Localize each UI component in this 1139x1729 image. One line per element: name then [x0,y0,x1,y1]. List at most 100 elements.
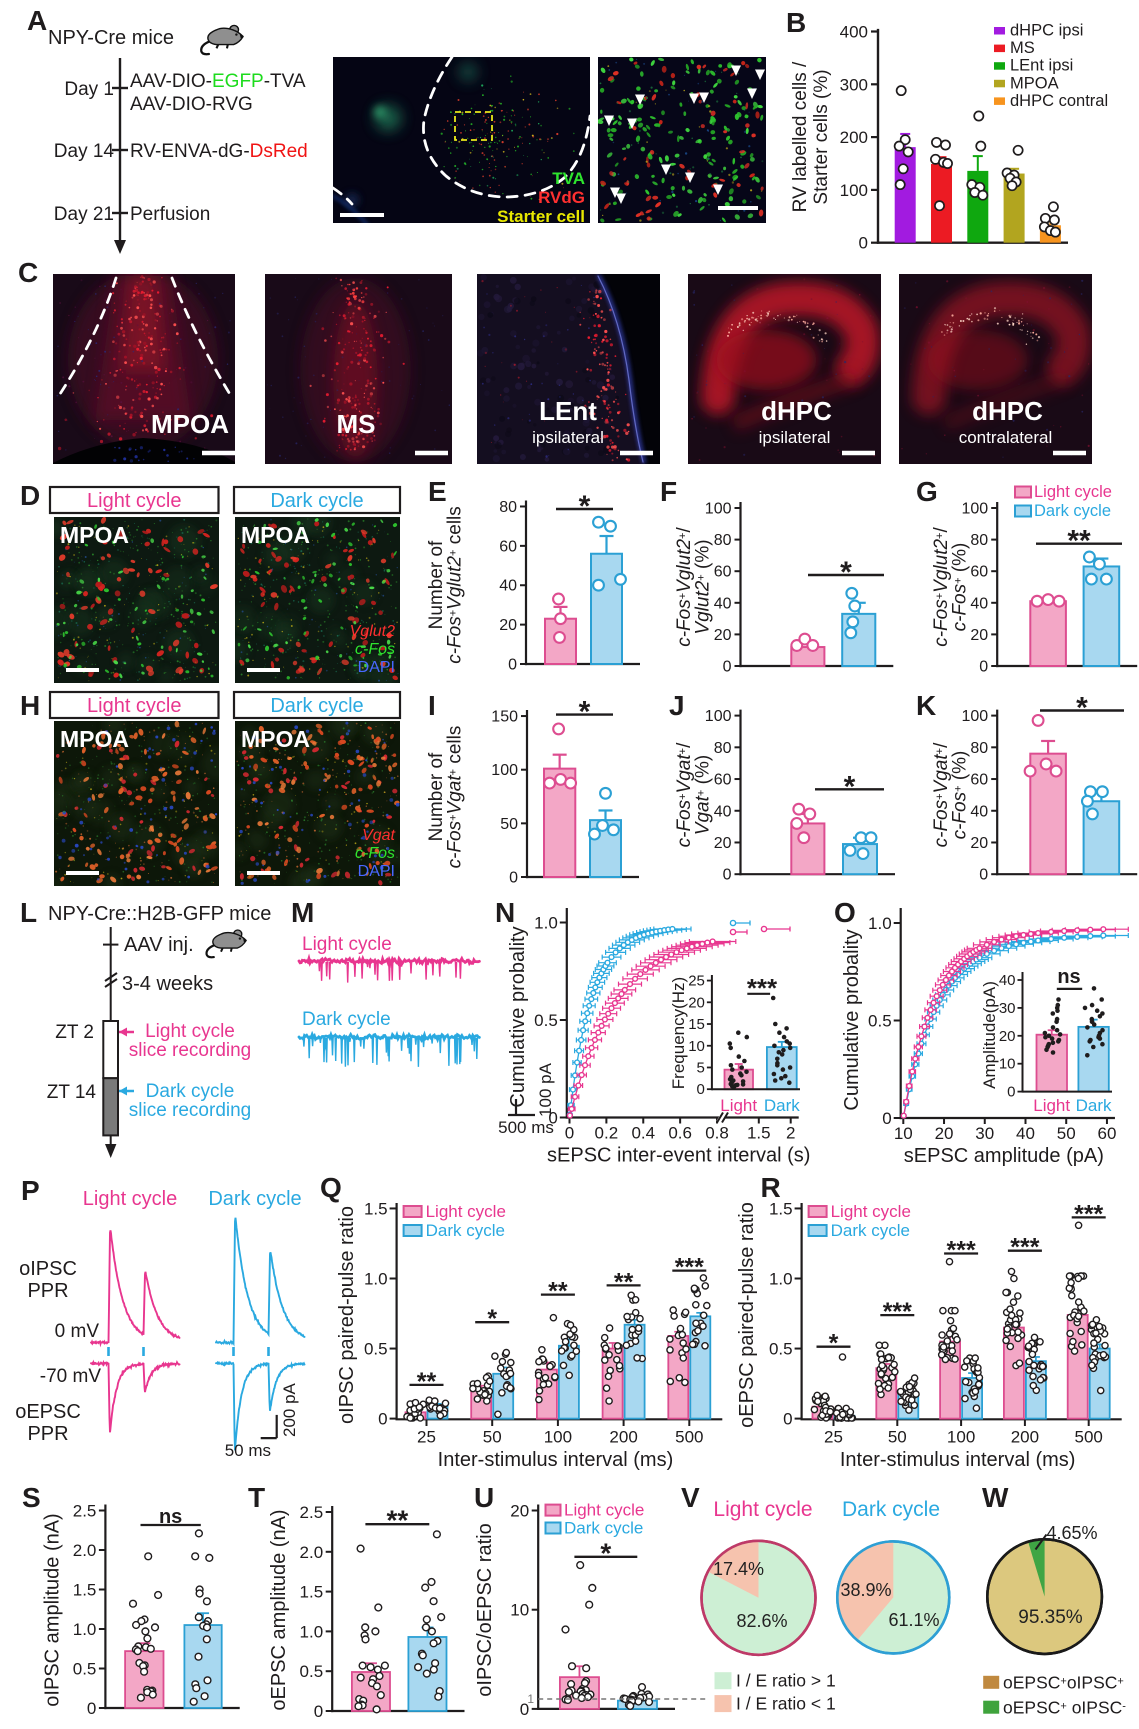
svg-text:100: 100 [961,708,988,725]
svg-text:Day 21: Day 21 [54,204,114,225]
svg-text:100: 100 [961,501,988,518]
svg-text:C: C [18,257,38,288]
svg-text:100: 100 [491,762,518,779]
svg-text:c-Fos+ (%): c-Fos+ (%) [950,751,971,840]
svg-text:sEPSC amplitude (pA): sEPSC amplitude (pA) [904,1145,1104,1167]
svg-text:80: 80 [970,740,988,757]
svg-text:c-Fos: c-Fos [355,641,395,658]
svg-text:80: 80 [970,532,988,549]
svg-text:Light cycle: Light cycle [87,695,182,717]
svg-text:10: 10 [894,1124,913,1143]
svg-text:Dark cycle: Dark cycle [146,1081,235,1102]
svg-text:0: 0 [979,867,988,884]
svg-text:c-Fos+Vglut2+ cells: c-Fos+Vglut2+ cells [445,506,466,664]
svg-text:Dark cycle: Dark cycle [270,490,363,512]
svg-text:Light: Light [1033,1096,1070,1115]
svg-text:Day 1: Day 1 [64,79,114,100]
svg-text:0.5: 0.5 [534,1011,558,1030]
svg-text:0.5: 0.5 [769,1340,793,1359]
svg-text:*: * [844,770,856,803]
svg-text:DAPI: DAPI [358,863,395,880]
svg-text:LEnt ipsi: LEnt ipsi [1010,57,1073,75]
svg-text:contralateral: contralateral [959,428,1053,447]
svg-text:Inter-stimulus interval (ms): Inter-stimulus interval (ms) [438,1449,674,1471]
svg-text:10: 10 [999,1056,1016,1073]
svg-text:Starter cells (%): Starter cells (%) [811,69,832,204]
svg-text:0: 0 [979,659,988,676]
svg-text:c-Fos+Vglut2+/: c-Fos+Vglut2+/ [674,527,695,647]
svg-text:Light cycle: Light cycle [145,1021,235,1042]
svg-text:Vglut2: Vglut2 [350,623,395,640]
svg-text:dHPC contral: dHPC contral [1010,92,1108,110]
svg-text:RV labelled cells /: RV labelled cells / [790,61,811,212]
svg-text:Dark cycle: Dark cycle [426,1221,505,1240]
svg-text:200 pA: 200 pA [280,1382,299,1437]
svg-text:**: ** [417,1368,437,1396]
svg-text:60: 60 [970,772,988,789]
svg-text:*: * [840,556,852,589]
svg-text:0: 0 [378,1410,387,1429]
svg-text:F: F [660,476,677,507]
svg-text:0: 0 [697,1081,705,1098]
svg-text:dHPC ipsi: dHPC ipsi [1010,22,1083,40]
svg-text:c-Fos+Vglut2+/: c-Fos+Vglut2+/ [931,527,952,647]
svg-text:O: O [834,897,856,928]
svg-text:200: 200 [840,128,868,147]
svg-text:25: 25 [824,1428,843,1447]
svg-text:*: * [579,696,591,729]
svg-text:***: *** [675,1254,704,1282]
svg-text:RV-ENVA-dG-DsRed: RV-ENVA-dG-DsRed [130,141,308,162]
svg-text:1.5: 1.5 [364,1199,388,1218]
svg-text:Q: Q [320,1172,342,1203]
svg-text:slice recording: slice recording [129,1100,252,1121]
svg-text:40: 40 [1016,1124,1035,1143]
svg-text:MS: MS [1010,39,1035,57]
svg-text:60: 60 [499,538,517,555]
svg-text:*: * [579,490,591,523]
svg-text:1.0: 1.0 [769,1270,793,1289]
svg-text:Light cycle: Light cycle [83,1188,178,1210]
svg-text:25: 25 [688,973,705,990]
svg-text:ipsilateral: ipsilateral [532,428,604,447]
svg-text:1.0: 1.0 [868,914,892,933]
svg-text:50: 50 [483,1428,502,1447]
svg-text:20: 20 [970,835,988,852]
svg-text:MPOA: MPOA [60,522,129,548]
svg-text:slice recording: slice recording [129,1040,252,1061]
svg-text:20: 20 [970,627,988,644]
svg-text:20: 20 [714,627,732,644]
svg-text:K: K [916,690,936,721]
svg-text:*: * [487,1305,497,1333]
svg-text:0.5: 0.5 [868,1012,892,1031]
svg-text:M: M [291,897,314,928]
svg-text:AAV inj.: AAV inj. [124,934,194,956]
svg-text:sEPSC inter-event interval (s): sEPSC inter-event interval (s) [547,1145,810,1167]
svg-text:E: E [428,476,447,507]
svg-text:Dark: Dark [1076,1096,1112,1115]
svg-text:20: 20 [714,835,732,852]
svg-text:40: 40 [714,803,732,820]
svg-text:dHPC: dHPC [972,396,1043,426]
svg-text:500: 500 [675,1428,703,1447]
svg-text:200: 200 [609,1428,637,1447]
svg-text:1.0: 1.0 [534,914,558,933]
svg-text:c-Fos: c-Fos [355,845,395,862]
svg-text:30: 30 [999,1000,1016,1017]
svg-text:L: L [20,897,37,928]
svg-text:J: J [669,690,685,721]
svg-text:*: * [1076,692,1088,725]
svg-text:1.0: 1.0 [364,1270,388,1289]
svg-text:Vgat: Vgat [362,827,395,844]
svg-text:RVdG: RVdG [538,188,585,207]
svg-text:0: 0 [882,1109,891,1128]
svg-text:Cumulative probality: Cumulative probality [841,929,863,1110]
svg-text:Dark cycle: Dark cycle [270,695,363,717]
svg-text:40: 40 [714,595,732,612]
svg-text:5: 5 [697,1059,705,1076]
svg-text:0 mV: 0 mV [55,1321,100,1342]
svg-text:50: 50 [500,816,518,833]
svg-text:Number of: Number of [426,540,447,629]
svg-text:60: 60 [1097,1124,1116,1143]
svg-text:0: 0 [723,867,732,884]
svg-text:1.5: 1.5 [769,1199,793,1218]
